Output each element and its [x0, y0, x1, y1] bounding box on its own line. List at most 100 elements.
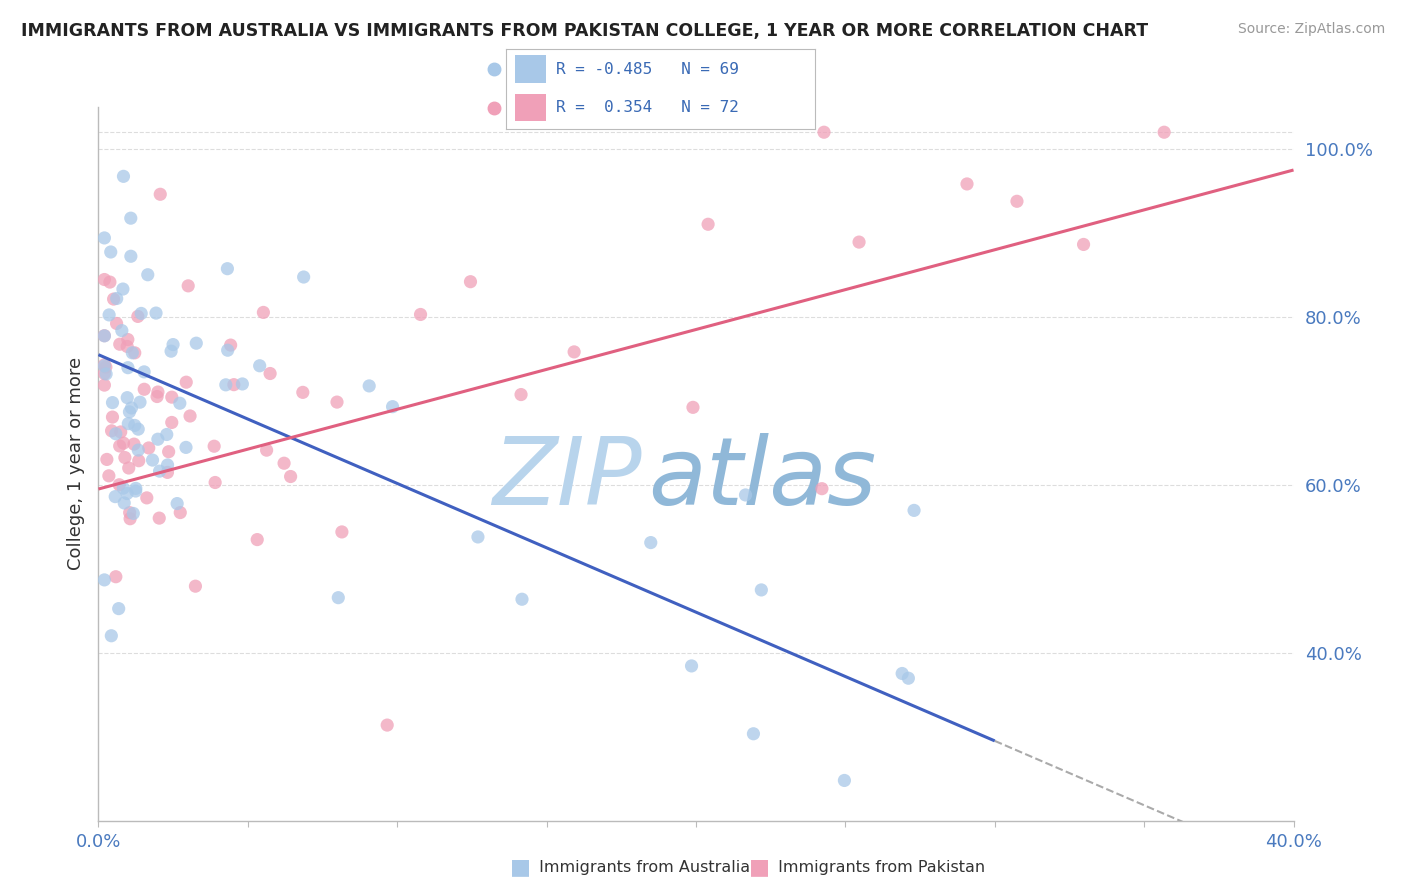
Point — [813, 125, 835, 139]
Point — [129, 395, 152, 409]
Point — [903, 503, 925, 517]
Text: Source: ZipAtlas.com: Source: ZipAtlas.com — [1237, 22, 1385, 37]
Point — [101, 395, 124, 409]
Point — [135, 491, 157, 505]
Point — [120, 512, 142, 526]
Point — [1153, 125, 1175, 139]
Point — [231, 376, 253, 391]
Point — [96, 452, 118, 467]
Point — [134, 365, 156, 379]
Point — [409, 308, 432, 322]
Point — [249, 359, 271, 373]
Point — [117, 360, 139, 375]
Point — [121, 401, 143, 415]
Point — [256, 443, 278, 458]
Point — [280, 469, 302, 483]
Point — [292, 270, 315, 285]
Point — [105, 317, 128, 331]
Point — [734, 488, 756, 502]
Text: Immigrants from Australia: Immigrants from Australia — [534, 860, 751, 874]
Point — [811, 482, 834, 496]
Point — [128, 453, 150, 467]
Point — [98, 308, 121, 322]
Point — [93, 359, 115, 373]
Y-axis label: College, 1 year or more: College, 1 year or more — [66, 358, 84, 570]
Point — [93, 367, 115, 381]
Point — [134, 382, 156, 396]
Point — [93, 272, 115, 286]
Point — [186, 336, 208, 351]
Point — [184, 579, 207, 593]
Point — [104, 570, 127, 584]
Point — [97, 468, 120, 483]
Point — [166, 497, 188, 511]
Point — [682, 401, 704, 415]
Point — [202, 439, 225, 453]
Text: R =  0.354   N = 72: R = 0.354 N = 72 — [555, 100, 738, 115]
Point — [169, 396, 191, 410]
Point — [259, 367, 281, 381]
Point — [94, 367, 117, 381]
Text: R = -0.485   N = 69: R = -0.485 N = 69 — [555, 62, 738, 77]
Point — [291, 385, 314, 400]
Point — [141, 453, 163, 467]
Point — [94, 360, 117, 375]
Point — [328, 591, 350, 605]
Point — [112, 496, 135, 510]
Point — [108, 439, 131, 453]
Point — [510, 387, 533, 401]
Point — [120, 249, 142, 263]
Text: IMMIGRANTS FROM AUSTRALIA VS IMMIGRANTS FROM PAKISTAN COLLEGE, 1 YEAR OR MORE CO: IMMIGRANTS FROM AUSTRALIA VS IMMIGRANTS … — [21, 22, 1149, 40]
Point — [956, 177, 979, 191]
Point — [127, 443, 149, 458]
Point — [121, 346, 143, 360]
Point — [104, 490, 127, 504]
Point — [219, 338, 242, 352]
Point — [112, 481, 135, 495]
Point — [145, 306, 167, 320]
Point — [93, 231, 115, 245]
Point — [100, 245, 122, 260]
Point — [562, 344, 585, 359]
Point — [129, 306, 152, 320]
Point — [93, 358, 115, 372]
Point — [112, 169, 135, 184]
Point — [156, 466, 179, 480]
Point — [138, 441, 160, 455]
Point — [381, 400, 404, 414]
Point — [640, 535, 662, 549]
Point — [118, 461, 141, 475]
Point — [330, 524, 353, 539]
Point — [848, 235, 870, 249]
Point — [160, 344, 183, 359]
Point — [160, 390, 183, 404]
Point — [174, 375, 197, 389]
Point — [834, 773, 856, 788]
Point — [174, 441, 197, 455]
Point — [177, 278, 200, 293]
Point — [460, 275, 482, 289]
Point — [217, 343, 239, 358]
Point — [149, 187, 172, 202]
Point — [104, 426, 127, 441]
Point — [98, 275, 121, 289]
Point — [169, 506, 191, 520]
Point — [112, 436, 135, 450]
Text: Immigrants from Pakistan: Immigrants from Pakistan — [773, 860, 986, 874]
Point — [117, 417, 139, 431]
Point — [510, 592, 533, 607]
Point — [749, 582, 772, 597]
Point — [681, 659, 703, 673]
Point — [111, 324, 134, 338]
Point — [117, 391, 139, 405]
Point — [156, 458, 179, 472]
Point — [115, 486, 138, 500]
Point — [359, 379, 381, 393]
Bar — [516, 94, 547, 121]
Point — [179, 409, 201, 423]
Point — [222, 377, 245, 392]
Point — [217, 261, 239, 276]
Point — [122, 507, 145, 521]
Point — [156, 427, 179, 442]
Point — [146, 390, 169, 404]
